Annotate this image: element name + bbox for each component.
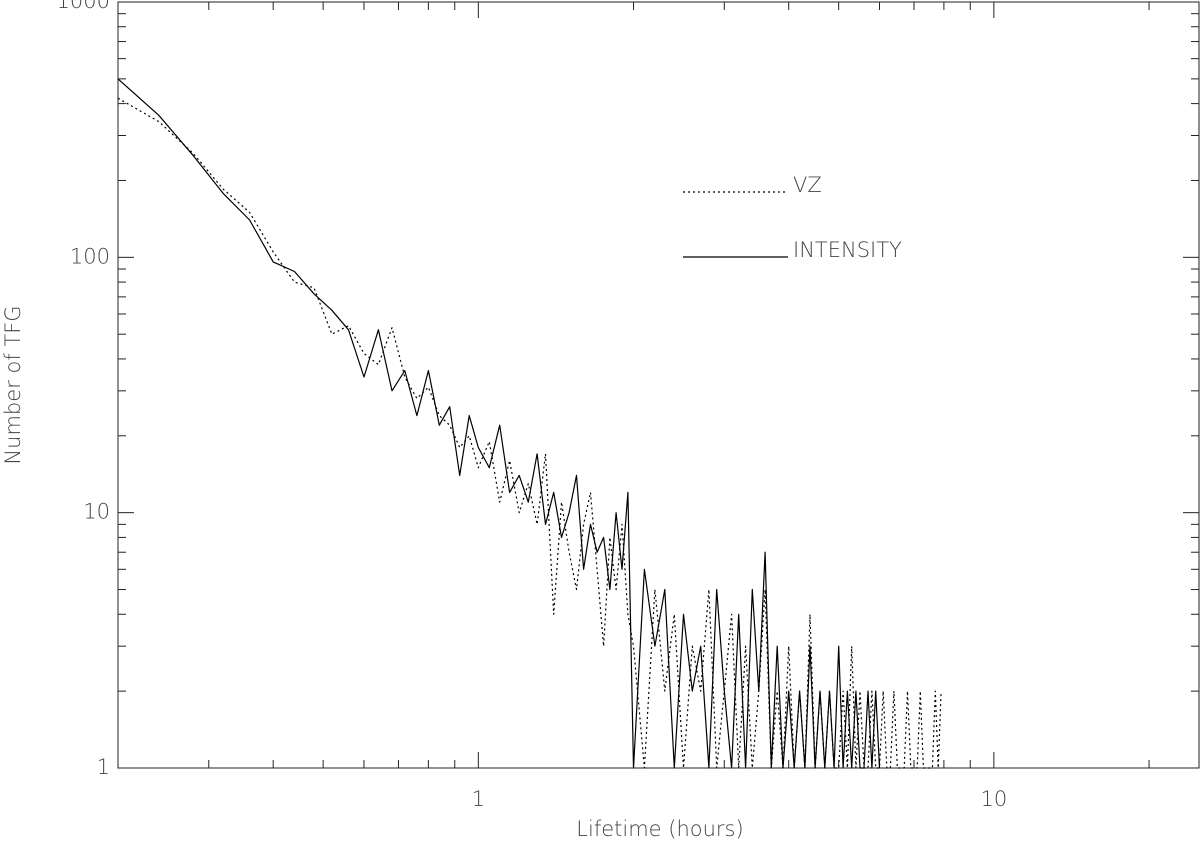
y-tick-label: 1 — [97, 755, 110, 779]
plot-frame — [117, 1, 1200, 769]
y-axis-label: Number of TFG — [1, 305, 25, 464]
x-tick-label: 1 — [472, 787, 485, 811]
legend-label: VZ — [793, 173, 822, 197]
series-line — [117, 78, 881, 769]
y-tick-label: 10 — [83, 500, 110, 524]
x-axis-label: Lifetime (hours) — [576, 817, 743, 841]
x-tick-label: 10 — [980, 787, 1007, 811]
y-tick-label: 100 — [70, 244, 110, 268]
series-line — [117, 97, 942, 769]
legend-label: INTENSITY — [793, 238, 902, 262]
y-tick-label: 1000 — [57, 0, 110, 13]
